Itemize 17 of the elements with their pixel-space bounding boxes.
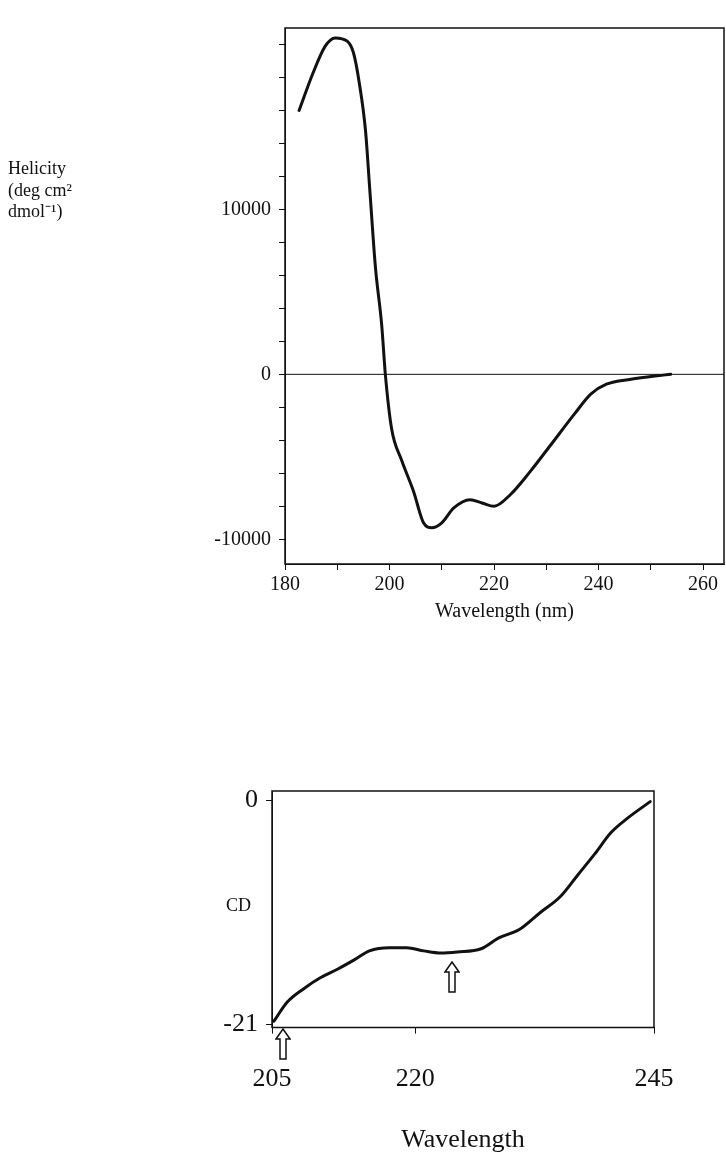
x-tick-label: 245	[634, 1063, 674, 1093]
x-tick-label: 205	[252, 1063, 292, 1093]
y-tick-label: -10000	[214, 526, 271, 549]
y-axis-title: CD	[226, 895, 252, 917]
x-tick-label: 240	[583, 572, 614, 595]
y-tick-label: 0	[261, 361, 271, 384]
x-tick-label: 180	[270, 572, 300, 595]
x-axis-title: Wavelength	[401, 1124, 525, 1154]
x-tick-label: 260	[688, 572, 719, 595]
y-tick-label: 10000	[221, 196, 271, 219]
y-axis-title: Helicity (deg cm² dmol⁻¹)	[8, 158, 73, 223]
y-tick-label: -21	[223, 1008, 258, 1038]
x-tick-label: 220	[479, 572, 510, 595]
x-tick-label: 220	[395, 1063, 435, 1093]
x-tick-label: 200	[374, 572, 405, 595]
y-tick-label: 0	[245, 784, 258, 814]
x-axis-title: Wavelength (nm)	[435, 599, 574, 623]
